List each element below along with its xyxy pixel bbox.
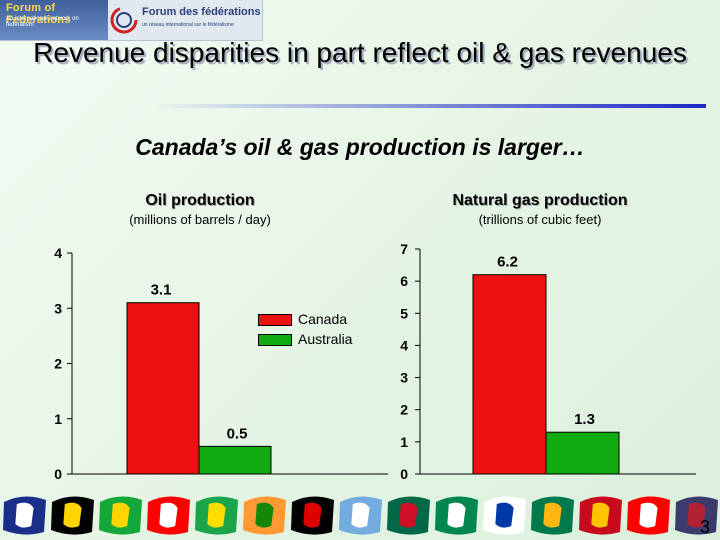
- oil-tick-label: 1: [54, 411, 62, 427]
- oil-data-label-australia: 0.5: [227, 425, 248, 442]
- switzerland-flag-icon: [627, 496, 670, 535]
- chart-legend: Canada Australia: [258, 311, 366, 349]
- forum-logo: Forum of Federations An international ne…: [0, 0, 263, 41]
- india-flag-icon: [243, 496, 286, 535]
- gas-data-label-australia: 1.3: [574, 411, 595, 428]
- nigeria-flag-icon: [435, 496, 478, 535]
- russia-flag-icon: [483, 496, 526, 535]
- germany-flag-icon: [291, 496, 334, 535]
- gas-tick-label: 7: [400, 241, 408, 257]
- logo-left-tagline: An international network on federalism: [6, 16, 79, 28]
- gas-tick-label: 1: [400, 434, 408, 450]
- legend-label-canada: Canada: [298, 311, 348, 327]
- mexico-flag-icon: [387, 496, 430, 535]
- slide-subtitle: Canada’s oil & gas production is larger…: [135, 134, 585, 160]
- oil-tick-label: 4: [54, 245, 62, 261]
- logo-right-name: Forum des fédérations: [142, 6, 261, 18]
- oil-tick-label: 2: [54, 356, 62, 372]
- gas-chart-unit: (trillions of cubic feet): [478, 212, 602, 227]
- oil-tick-label: 3: [54, 300, 62, 316]
- oil-bar-canada: [126, 302, 200, 475]
- slide-title: Revenue disparities in part reflect oil …: [33, 37, 687, 68]
- oil-tick-label: 0: [54, 466, 62, 482]
- oil-bar-australia: [198, 445, 272, 475]
- title-underline: [150, 104, 706, 108]
- australia-flag-icon: [3, 496, 46, 535]
- ethiopia-flag-icon: [195, 496, 238, 535]
- logo-left-panel: Forum of Federations An international ne…: [0, 0, 108, 40]
- federation-flags-strip: [3, 496, 718, 535]
- gas-tick-label: 6: [400, 273, 408, 289]
- south-africa-flag-icon: [531, 496, 574, 535]
- argentina-flag-icon: [339, 496, 382, 535]
- gas-tick-label: 4: [400, 337, 408, 353]
- gas-bar-australia: [545, 431, 620, 475]
- spain-flag-icon: [579, 496, 622, 535]
- oil-chart-unit: (millions of barrels / day): [129, 212, 271, 227]
- brazil-flag-icon: [99, 496, 142, 535]
- page-number: 3: [699, 517, 710, 537]
- usa-flag-icon: [675, 496, 718, 535]
- gas-tick-label: 3: [400, 370, 408, 386]
- belgium-flag-icon: [51, 496, 94, 535]
- gas-data-label-canada: 6.2: [497, 254, 518, 271]
- gas-bar-canada: [472, 274, 547, 475]
- gas-tick-label: 0: [400, 466, 408, 482]
- canada-flag-icon: [147, 496, 190, 535]
- legend-label-australia: Australia: [298, 331, 353, 347]
- legend-swatch-australia: [258, 334, 292, 346]
- forum-emblem-icon: [110, 6, 138, 34]
- gas-tick-label: 2: [400, 402, 408, 418]
- logo-left-name: Forum of Federations: [6, 2, 71, 26]
- oil-data-label-canada: 3.1: [151, 282, 172, 299]
- logo-right-tagline: un réseau international sur le fédéralis…: [142, 22, 234, 28]
- oil-chart-title: Oil production: [145, 192, 255, 209]
- gas-chart-title: Natural gas production: [452, 192, 628, 209]
- gas-tick-label: 5: [400, 305, 408, 321]
- legend-swatch-canada: [258, 314, 292, 326]
